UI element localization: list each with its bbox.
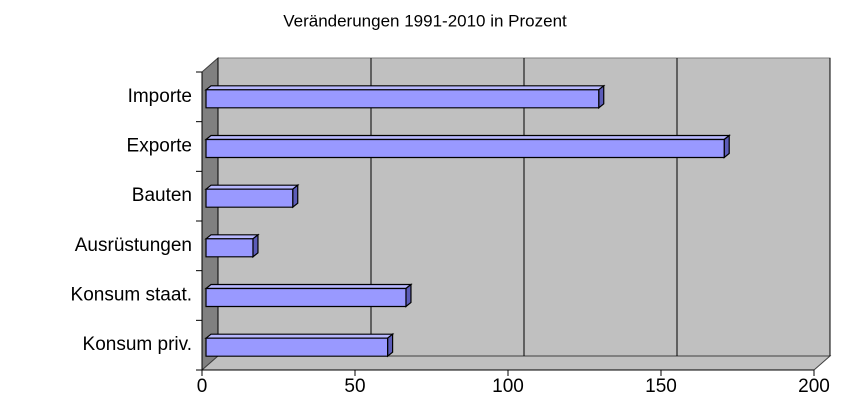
floor <box>200 355 832 371</box>
bar-side <box>405 283 412 308</box>
bar <box>204 84 606 110</box>
x-tick-label: 100 <box>492 376 524 397</box>
y-tick-label: Konsum staat. <box>71 285 192 306</box>
bar-side <box>723 134 730 159</box>
y-tick-label: Bauten <box>132 185 192 206</box>
y-tick-label: Importe <box>128 86 192 107</box>
bar-side <box>252 233 259 259</box>
bar-side <box>387 332 394 358</box>
x-tick-label: 0 <box>197 376 208 397</box>
bar-front <box>205 188 294 208</box>
bar <box>204 134 731 159</box>
bar-front <box>205 89 600 109</box>
bar <box>204 233 260 259</box>
y-tick-label: Konsum priv. <box>83 334 192 355</box>
y-tick-label: Ausrüstungen <box>75 235 192 256</box>
x-tick-label: 50 <box>344 376 365 397</box>
chart-title: Veränderungen 1991-2010 in Prozent <box>283 11 567 30</box>
x-tick-label: 150 <box>645 376 677 397</box>
bar-front <box>205 238 254 258</box>
bar-front <box>205 287 407 308</box>
x-tick-label: 200 <box>798 376 830 397</box>
bar-side <box>292 183 299 209</box>
bar <box>204 332 395 358</box>
y-tick-label: Exporte <box>127 136 192 157</box>
bar <box>204 183 300 209</box>
bar-side <box>598 84 605 110</box>
bar-front <box>205 337 389 357</box>
bar <box>204 283 413 308</box>
bar-front <box>205 138 725 159</box>
